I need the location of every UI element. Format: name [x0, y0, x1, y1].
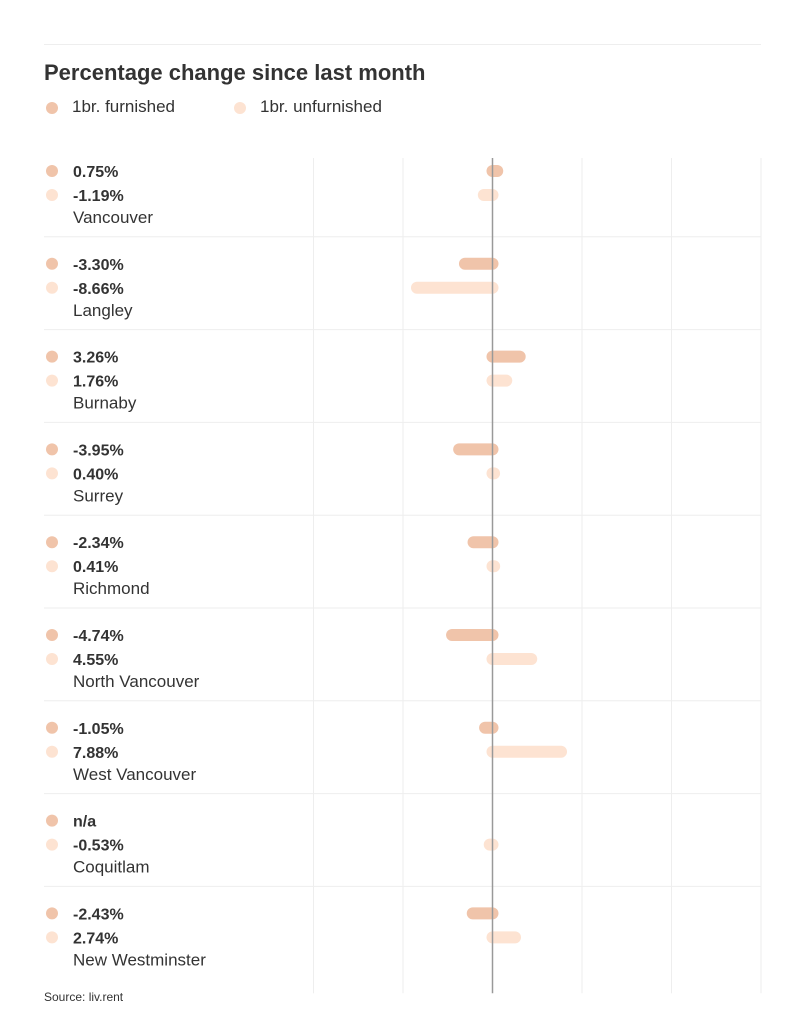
bar-furnished [458, 257, 499, 270]
row-marker-furnished [46, 907, 58, 920]
category-label: Coquitlam [73, 858, 150, 877]
row-marker-unfurnished [46, 374, 58, 387]
row-marker-unfurnished [46, 467, 58, 480]
bar-unfurnished [486, 745, 568, 758]
legend-label-furnished: 1br. furnished [72, 97, 176, 116]
bar-unfurnished [410, 281, 499, 294]
category-label: North Vancouver [73, 672, 200, 691]
category-label: New Westminster [73, 950, 206, 969]
data-label: 7.88% [73, 745, 118, 762]
top-divider [44, 44, 761, 45]
row-marker-furnished [46, 721, 58, 734]
bar-unfurnished [486, 560, 501, 573]
data-label: 4.55% [73, 652, 118, 669]
category-label: Vancouver [73, 208, 153, 227]
data-label: 1.76% [73, 374, 118, 391]
bar-furnished [446, 629, 499, 641]
row-marker-furnished [46, 350, 58, 363]
bar-furnished [486, 165, 504, 177]
data-label: 3.26% [73, 350, 118, 367]
row-marker-unfurnished [46, 281, 58, 294]
bar-furnished [467, 536, 499, 549]
category-label: Burnaby [73, 394, 137, 413]
row-marker-furnished [46, 165, 58, 177]
data-label: -2.34% [73, 535, 124, 552]
legend-marker-furnished [46, 102, 58, 114]
bar-furnished [486, 350, 526, 363]
data-label: 0.75% [73, 164, 118, 181]
row-marker-unfurnished [46, 653, 58, 665]
data-label: -1.19% [73, 188, 124, 205]
row-marker-furnished [46, 443, 58, 456]
data-label: -2.43% [73, 906, 124, 923]
bar-unfurnished [486, 374, 513, 387]
data-label: -8.66% [73, 281, 124, 298]
row-marker-furnished [46, 629, 58, 641]
data-label: n/a [73, 814, 96, 831]
category-label: West Vancouver [73, 765, 196, 784]
bar-unfurnished [483, 838, 499, 851]
row-marker-unfurnished [46, 745, 58, 758]
bar-furnished [466, 907, 499, 920]
data-label: 2.74% [73, 930, 118, 947]
bar-furnished [479, 721, 499, 734]
row-marker-unfurnished [46, 560, 58, 573]
data-label: 0.40% [73, 466, 118, 483]
row-marker-unfurnished [46, 189, 58, 201]
bar-unfurnished [486, 653, 538, 665]
legend-marker-unfurnished [234, 102, 246, 114]
category-label: Langley [73, 301, 133, 320]
row-marker-unfurnished [46, 931, 58, 944]
category-label: Surrey [73, 486, 124, 505]
row-marker-unfurnished [46, 838, 58, 851]
data-label: 0.41% [73, 559, 118, 576]
data-label: -3.30% [73, 257, 124, 274]
data-label: -0.53% [73, 838, 124, 855]
data-label: -4.74% [73, 628, 124, 645]
bar-furnished [453, 443, 499, 456]
data-label: -3.95% [73, 442, 124, 459]
bar-unfurnished [486, 467, 501, 480]
bar-unfurnished [486, 931, 522, 944]
row-marker-furnished [46, 814, 58, 827]
row-marker-furnished [46, 536, 58, 549]
bar-unfurnished [477, 189, 499, 201]
data-label: -1.05% [73, 721, 124, 738]
row-marker-furnished [46, 257, 58, 270]
category-label: Richmond [73, 579, 150, 598]
legend-label-unfurnished: 1br. unfurnished [260, 97, 382, 116]
source-note: Source: liv.rent [44, 990, 124, 1004]
chart-title: Percentage change since last month [44, 60, 426, 85]
